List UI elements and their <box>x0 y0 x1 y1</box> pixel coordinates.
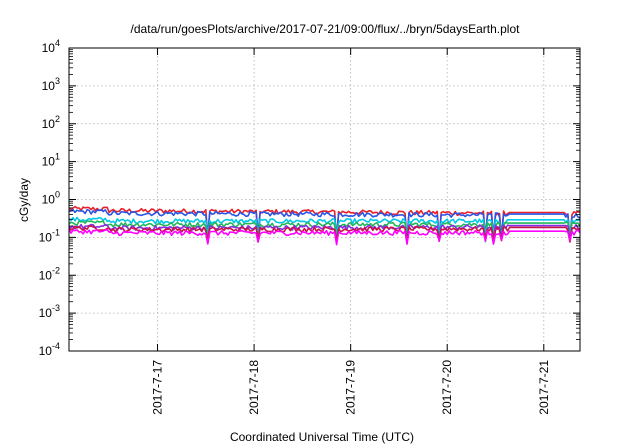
y-tick-exponent: 3 <box>55 76 60 86</box>
x-tick-label: 2017-7-21 <box>537 360 551 415</box>
y-tick-exponent: 0 <box>55 190 60 200</box>
series-group <box>68 205 581 246</box>
y-axis-label: cGy/day <box>17 178 31 222</box>
y-tick-label: 104 <box>42 38 60 55</box>
y-tick-label: 100 <box>42 190 60 207</box>
y-tick-exponent: -2 <box>52 265 60 275</box>
y-tick-exponent: -3 <box>52 303 60 313</box>
y-tick-exponent: -1 <box>52 227 60 237</box>
x-tick-label: 2017-7-17 <box>151 360 165 415</box>
x-axis: 2017-7-17 2017-7-18 2017-7-19 2017-7-20 2017… <box>151 48 551 415</box>
y-tick-label: 10-2 <box>39 265 60 282</box>
y-tick-label: 10-1 <box>39 227 60 244</box>
series-line-7 <box>68 228 581 246</box>
y-tick-label: 10-3 <box>39 303 60 320</box>
x-tick-label: 2017-7-19 <box>344 360 358 415</box>
y-tick-label: 102 <box>42 114 60 131</box>
y-tick-exponent: 1 <box>55 152 60 162</box>
y-tick-label: 103 <box>42 76 60 93</box>
y-tick-exponent: 4 <box>55 38 60 48</box>
series-line-3 <box>68 216 581 239</box>
x-axis-label: Coordinated Universal Time (UTC) <box>230 430 414 444</box>
y-tick-exponent: -4 <box>52 341 60 351</box>
x-tick-label: 2017-7-18 <box>247 360 261 415</box>
y-tick-exponent: 2 <box>55 114 60 124</box>
y-tick-label: 101 <box>42 152 60 169</box>
chart-title: /data/run/goesPlots/archive/2017-07-21/0… <box>131 22 521 36</box>
grid <box>69 48 580 351</box>
x-tick-label: 2017-7-20 <box>440 360 454 415</box>
y-tick-label: 10-4 <box>39 341 60 358</box>
series-line-5 <box>68 223 581 244</box>
